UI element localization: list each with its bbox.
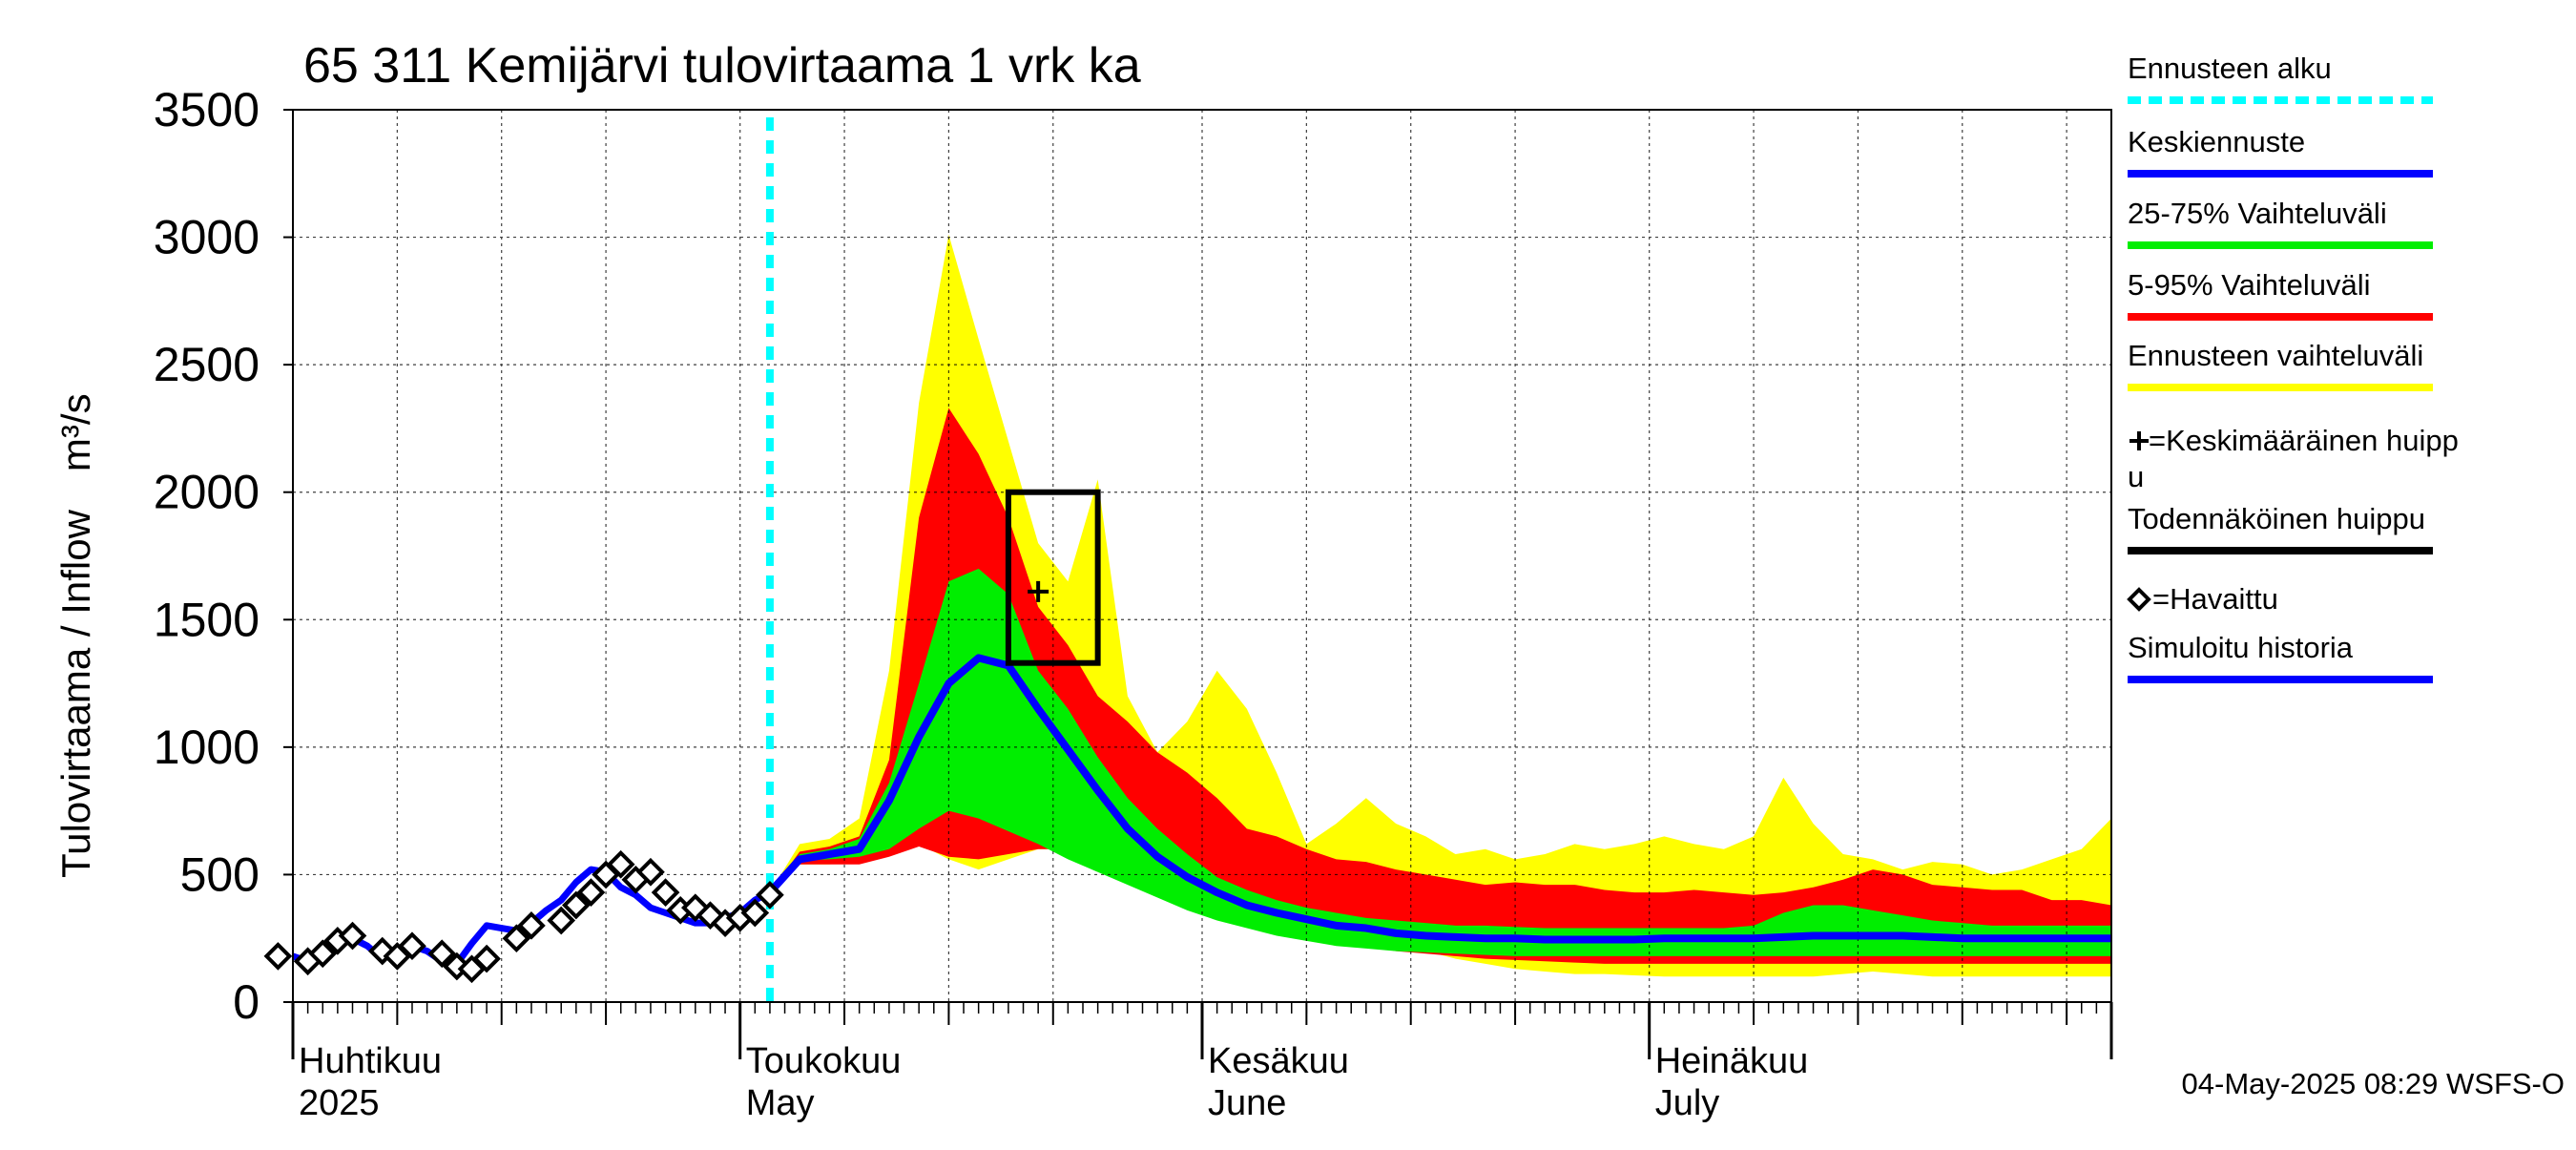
y-tick-label: 2000	[154, 466, 260, 519]
legend-label: 25-75% Vaihteluväli	[2128, 197, 2387, 230]
band-25-75	[769, 568, 2111, 956]
mean-forecast-line	[766, 654, 2111, 944]
observed-point	[576, 878, 606, 907]
observed-point	[472, 944, 501, 973]
y-tick-label: 500	[180, 847, 260, 901]
legend-marker-diamond	[2127, 587, 2151, 612]
observed-point	[651, 878, 680, 907]
observed-point	[427, 939, 457, 969]
footer-timestamp: 04-May-2025 08:29 WSFS-O	[2182, 1067, 2565, 1100]
x-month-sublabel: 2025	[299, 1083, 380, 1123]
observed-point	[756, 880, 784, 910]
probable-peak-box	[1005, 489, 1101, 666]
y-tick-label: 2500	[154, 338, 260, 391]
legend-label: Ennusteen vaihteluväli	[2128, 339, 2423, 372]
observed-point	[398, 931, 426, 961]
legend-label: Ennusteen alku	[2128, 52, 2332, 85]
x-month-sublabel: June	[1208, 1083, 1286, 1123]
observed-point	[547, 906, 576, 935]
y-tick-label: 0	[233, 975, 260, 1029]
observed-point	[308, 939, 338, 969]
legend-label-wrap: u	[2128, 460, 2144, 493]
x-month-label: Kesäkuu	[1208, 1041, 1349, 1081]
x-month-label: Toukokuu	[746, 1041, 902, 1081]
legend-label: =Keskimääräinen huipp	[2149, 424, 2459, 457]
observed-point	[740, 898, 770, 928]
y-tick-label: 3000	[154, 211, 260, 264]
legend-label: Simuloitu historia	[2128, 631, 2354, 664]
chart-title: 65 311 Kemijärvi tulovirtaama 1 vrk ka	[303, 38, 1141, 94]
observed-point	[606, 849, 635, 879]
legend-label: Todennäköinen huippu	[2128, 502, 2425, 535]
observed-point	[502, 924, 531, 953]
y-axis-label: Tulovirtaama / Inflow m³/s	[53, 393, 98, 878]
x-month-sublabel: July	[1655, 1083, 1720, 1123]
legend-label: 5-95% Vaihteluväli	[2128, 268, 2370, 302]
legend-label: Keskiennuste	[2128, 125, 2305, 158]
observed-point	[338, 921, 367, 951]
y-tick-label: 3500	[154, 83, 260, 136]
y-axis-label-text: Tulovirtaama / Inflow	[53, 509, 98, 878]
x-month-label: Huhtikuu	[299, 1041, 442, 1081]
x-month-sublabel: May	[746, 1083, 815, 1123]
observed-point	[517, 911, 546, 940]
mean-peak-marker	[1028, 580, 1049, 602]
legend-label: =Havaittu	[2152, 582, 2278, 616]
y-axis-unit: m³/s	[53, 393, 98, 471]
y-tick-label: 1500	[154, 593, 260, 646]
y-tick-label: 1000	[154, 721, 260, 774]
observed-point	[636, 857, 665, 887]
observed-point	[263, 942, 293, 971]
observed-point	[562, 890, 591, 920]
legend-marker-plus	[2129, 431, 2149, 450]
x-month-label: Heinäkuu	[1655, 1041, 1809, 1081]
